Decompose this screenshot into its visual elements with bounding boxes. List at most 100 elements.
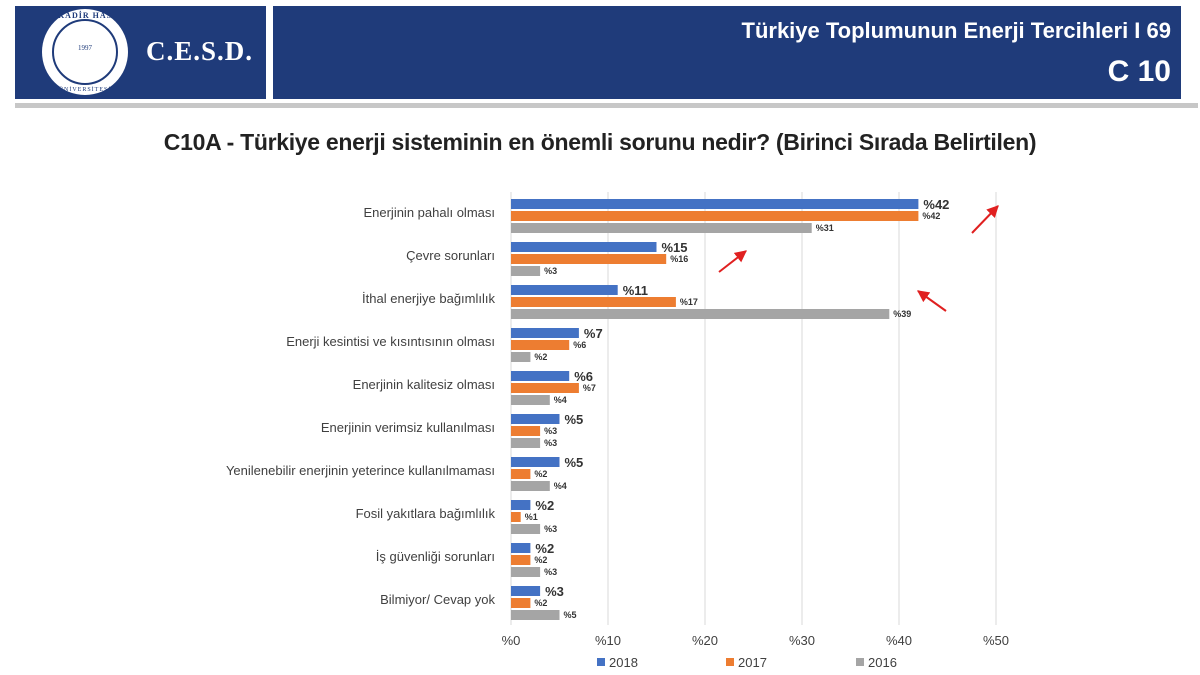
x-tick-label: %20 [692,633,718,648]
bar-2018 [511,543,531,553]
data-label: %42 [922,211,940,221]
logo-panel: KADİR HAS 1997 ÜNİVERSİTESİ C.E.S.D. [15,6,266,99]
seal-top-text: KADİR HAS [57,11,113,20]
x-tick-label: %0 [502,633,521,648]
question-code: C 10 [1107,55,1171,88]
data-label: %2 [534,352,547,362]
bar-2017 [511,426,541,436]
chart-data-labels: %42%42%31%15%16%3%11%17%39%7%6%2%6%7%4%5… [525,197,950,620]
data-label: %11 [623,283,648,298]
bar-2017 [511,340,570,350]
bar-2016 [511,481,550,491]
category-label: Enerjinin pahalı olması [363,205,495,220]
legend-label: 2018 [609,655,638,670]
data-label: %7 [584,326,603,341]
data-label: %39 [893,309,911,319]
data-label: %3 [544,524,557,534]
bar-2017 [511,555,531,565]
data-label: %31 [816,223,834,233]
bar-2016 [511,438,541,448]
data-label: %2 [535,541,554,556]
bar-2016 [511,223,812,233]
bar-2018 [511,414,560,424]
bar-2016 [511,395,550,405]
data-label: %2 [535,498,554,513]
report-title: Türkiye Toplumunun Enerji Tercihleri I 6… [741,18,1172,43]
data-label: %5 [564,610,577,620]
data-label: %17 [680,297,698,307]
data-label: %6 [574,369,593,384]
data-label: %4 [554,481,567,491]
bar-2018 [511,328,579,338]
bar-2018 [511,371,570,381]
x-tick-label: %10 [595,633,621,648]
category-label: Enerji kesintisi ve kısıntısının olması [286,334,495,349]
bar-2018 [511,199,919,209]
data-label: %5 [565,455,584,470]
data-label: %15 [662,240,688,255]
bar-2017 [511,512,521,522]
bar-2018 [511,242,657,252]
data-label: %1 [525,512,538,522]
chart-category-labels: Enerjinin pahalı olması Çevre sorunları İt… [226,205,496,607]
red-arrow [718,250,747,273]
data-label: %3 [545,584,564,599]
bar-2017 [511,297,676,307]
bar-2016 [511,266,541,276]
data-label: %3 [544,426,557,436]
bar-2018 [511,500,531,510]
chart-annotations [718,205,999,312]
legend-swatch [597,658,605,666]
bar-2018 [511,586,541,596]
bar-2016 [511,352,531,362]
data-label: %6 [573,340,586,350]
bar-2016 [511,567,541,577]
legend-label: 2016 [868,655,897,670]
legend-swatch [856,658,864,666]
red-arrow [917,290,947,312]
category-label: Çevre sorunları [406,248,495,263]
x-tick-label: %30 [789,633,815,648]
bar-2016 [511,309,890,319]
category-label: İthal enerjiye bağımlılık [362,291,495,306]
data-label: %42 [923,197,949,212]
chart-title: C10A - Türkiye enerji sisteminin en önem… [163,129,1037,155]
legend-label: 2017 [738,655,767,670]
data-label: %3 [544,266,557,276]
seal-year: 1997 [78,44,92,52]
chart-bars [511,199,919,620]
category-label: Bilmiyor/ Cevap yok [380,592,495,607]
bar-2017 [511,598,531,608]
data-label: %5 [565,412,584,427]
data-label: %4 [554,395,567,405]
chart-legend: 2018 2017 2016 [597,655,897,670]
chart-x-axis: %0 %10 %20 %30 %40 %50 [502,633,1009,648]
bar-2017 [511,383,579,393]
seal-bottom-text: ÜNİVERSİTESİ [58,87,112,93]
bar-2017 [511,469,531,479]
category-label: İş güvenliği sorunları [376,549,495,564]
category-label: Fosil yakıtlara bağımlılık [356,506,496,521]
university-seal-logo: KADİR HAS 1997 ÜNİVERSİTESİ [42,9,128,95]
header-divider [15,103,1198,108]
category-label: Yenilenebilir enerjinin yeterince kullan… [226,463,495,478]
bar-2017 [511,211,919,221]
bar-2018 [511,285,618,295]
bar-2017 [511,254,667,264]
red-arrow [971,205,999,234]
x-tick-label: %50 [983,633,1009,648]
bar-2018 [511,457,560,467]
category-label: Enerjinin verimsiz kullanılması [321,420,495,435]
data-label: %16 [670,254,688,264]
data-label: %3 [544,438,557,448]
data-label: %2 [534,555,547,565]
bar-2016 [511,610,560,620]
seal-ring: 1997 [52,19,118,85]
data-label: %2 [534,469,547,479]
header-banner: Türkiye Toplumunun Enerji Tercihleri I 6… [273,6,1181,99]
category-label: Enerjinin kalitesiz olması [353,377,495,392]
data-label: %2 [534,598,547,608]
data-label: %3 [544,567,557,577]
data-label: %7 [583,383,596,393]
